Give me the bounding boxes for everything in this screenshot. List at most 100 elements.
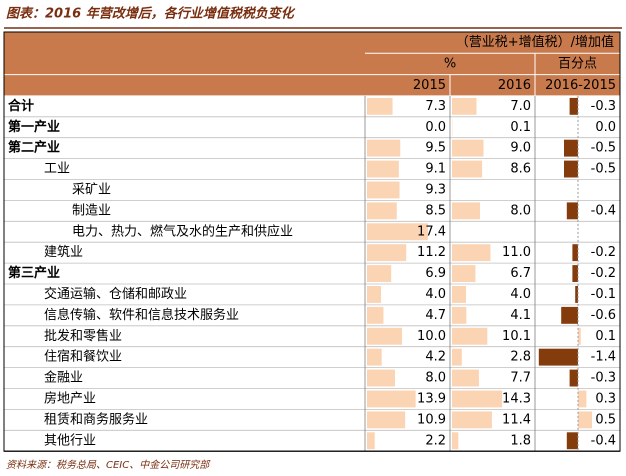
cell-value: -0.5 [591, 141, 616, 156]
cell-value: -0.3 [591, 99, 616, 114]
cell-value: 7.3 [425, 99, 446, 114]
data-bar [572, 265, 578, 282]
data-bar [564, 160, 578, 178]
row-label: 信息传输、软件和信息技术服务业 [44, 307, 239, 323]
cell-value: 10.9 [417, 412, 446, 427]
cell-value: -0.2 [591, 245, 616, 260]
data-bar [452, 390, 503, 408]
data-bar [572, 244, 578, 262]
source: 资料来源：税务总局、CEIC、中金公司研究部 [6, 459, 211, 471]
cell-value: 0.5 [595, 412, 616, 427]
data-bar [367, 327, 402, 345]
cell-value: 9.5 [425, 141, 446, 156]
row-label: 住宿和餐饮业 [44, 349, 122, 365]
data-bar [452, 327, 488, 345]
data-bar [452, 432, 459, 450]
data-bar [452, 348, 462, 366]
data-bar [566, 202, 578, 220]
row-label: 租赁和商务服务业 [44, 411, 148, 427]
data-bar [569, 97, 578, 115]
cell-value: 4.7 [425, 308, 446, 323]
data-bar [367, 181, 400, 199]
data-bar [367, 265, 392, 282]
data-bar [367, 348, 382, 366]
data-bar [367, 432, 375, 450]
cell-value: 0.0 [425, 120, 446, 135]
cell-value: 8.0 [425, 371, 446, 386]
cell-value: 11.2 [417, 245, 446, 260]
cell-value: 10.1 [502, 329, 531, 344]
data-bar [367, 369, 395, 387]
cell-value: 4.0 [425, 287, 446, 302]
cell-value: 9.1 [425, 162, 446, 177]
data-bar [367, 97, 393, 115]
row-label: 交通运输、仓储和邮政业 [44, 286, 187, 302]
cell-value: -0.4 [591, 433, 616, 448]
data-bar [367, 286, 381, 303]
cell-value: -0.5 [591, 162, 616, 177]
row-label: 其他行业 [44, 433, 96, 448]
cell-value: -0.6 [591, 308, 616, 323]
data-bar [367, 411, 406, 429]
data-bar [575, 286, 578, 303]
cell-value: 4.2 [425, 350, 446, 365]
data-bar [367, 139, 401, 157]
column-header: 2016 [498, 78, 531, 93]
cell-value: 2.2 [425, 433, 446, 448]
row-label: 制造业 [72, 203, 111, 218]
cell-value: 1.8 [510, 433, 531, 448]
data-bar [367, 160, 399, 178]
cell-value: -0.2 [591, 266, 616, 281]
cell-value: 7.0 [510, 99, 531, 114]
data-bar [452, 411, 492, 429]
data-bar [452, 202, 480, 220]
row-label: 工业 [44, 162, 70, 177]
row-label: 采矿业 [72, 182, 111, 197]
cell-value: 9.3 [425, 182, 446, 197]
data-bar [452, 160, 483, 178]
column-header: 2015 [413, 78, 446, 93]
cell-value: 8.0 [510, 203, 531, 218]
cell-value: -0.3 [591, 371, 616, 386]
data-bar [367, 223, 428, 241]
data-bar [578, 327, 581, 345]
table-frame [3, 31, 621, 452]
data-bar [561, 306, 578, 324]
cell-value: 7.7 [510, 371, 531, 386]
cell-value: 6.7 [510, 266, 531, 281]
cell-value: 13.9 [417, 391, 446, 406]
data-bar [578, 411, 592, 429]
row-label: 金融业 [44, 370, 83, 386]
data-bar [564, 139, 578, 157]
data-bar [452, 244, 491, 262]
data-bar [452, 97, 477, 115]
cell-value: 11.0 [502, 245, 531, 260]
cell-value: 0.0 [595, 120, 616, 135]
header-unit: 百分点 [558, 56, 597, 71]
data-bar [452, 369, 479, 387]
data-bar [569, 369, 578, 387]
cell-value: 0.1 [595, 329, 616, 344]
cell-value: 0.3 [595, 391, 616, 406]
data-bar [367, 244, 407, 262]
row-label: 建筑业 [44, 244, 83, 260]
header-unit: % [444, 56, 456, 71]
cell-value: 10.0 [417, 329, 446, 344]
row-label: 合计 [8, 98, 34, 114]
title: 图表：2016 年营改增后，各行业增值税税负变化 [6, 6, 296, 22]
cell-value: 8.6 [510, 162, 531, 177]
data-bar [367, 202, 397, 220]
header-group: （营业税+增值税）/增加值 [456, 34, 614, 50]
cell-value: -0.1 [591, 287, 616, 302]
cell-value: 9.0 [510, 141, 531, 156]
cell-value: 14.3 [502, 391, 531, 406]
cell-value: 4.1 [510, 308, 531, 323]
row-label: 批发和零售业 [44, 328, 122, 344]
data-bar [578, 390, 587, 408]
data-bar [566, 432, 578, 450]
cell-value: 2.8 [510, 350, 531, 365]
header-bg [4, 32, 620, 96]
cell-value: 11.4 [502, 412, 531, 427]
cell-value: -0.4 [591, 203, 616, 218]
